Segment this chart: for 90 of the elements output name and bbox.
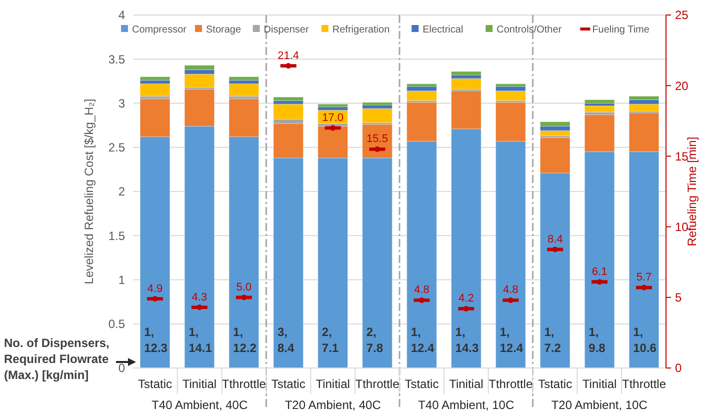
legend-label: Controls/Other [496, 24, 562, 36]
annotation: 1, 12.4 [410, 325, 435, 355]
y2-tick-label: 25 [675, 8, 689, 22]
x-tick-label: Tthrottle [355, 377, 400, 391]
y-tick-label: 4 [118, 8, 126, 22]
y-axis-title: Levelized Refueling Cost [$/kg_H₂] [82, 98, 96, 284]
data-label: 4.3 [192, 291, 208, 304]
point [641, 284, 647, 290]
x-tick-label: Tinitial [316, 377, 350, 391]
x-tick-label: Tstatic [138, 377, 172, 391]
point [508, 297, 514, 304]
bar [406, 84, 437, 87]
y-tick-label: 3.5 [108, 52, 126, 66]
legend-label: Compressor [132, 24, 188, 36]
data-label: 4.8 [414, 284, 430, 296]
y-tick-label: 2.5 [108, 140, 126, 155]
legend-label: Fueling Time [592, 24, 650, 36]
y2-tick-label: 0 [675, 361, 682, 376]
bar [495, 84, 526, 87]
bar [584, 99, 615, 104]
point [196, 304, 202, 310]
point [152, 296, 158, 302]
annotation: 1, 12.3 [144, 325, 168, 355]
y-tick-label: 1 [118, 272, 126, 287]
data-label: 4.8 [502, 284, 518, 296]
y-tick-label: 2 [118, 184, 126, 199]
y-tick-label: 0.5 [108, 317, 126, 332]
text: T40 Ambient, 10C [418, 398, 514, 412]
bar [628, 104, 660, 112]
x-tick-label: Tstatic [271, 377, 306, 391]
annotation: 1, 14.1 [188, 325, 212, 355]
annotation: 1, 12.2 [233, 325, 257, 355]
y2-tick-label: 15 [675, 149, 689, 164]
annotation: 1, 9.8 [588, 325, 606, 355]
text: T20 Ambient, 40C [284, 398, 382, 412]
data-label: 6.1 [592, 266, 608, 278]
y2-tick-label: 10 [675, 220, 689, 234]
x-tick-label: Tstatic [538, 377, 572, 391]
x-tick-label: Tinitial [582, 377, 617, 391]
data-label: 4.9 [147, 282, 163, 295]
point [286, 63, 292, 69]
x-tick-label: Tstatic [404, 377, 439, 391]
x-tick-label: Tthrottle [222, 377, 266, 391]
y-tick-label: 1.5 [108, 228, 126, 243]
point [596, 279, 602, 285]
y2-tick-label: 5 [675, 290, 682, 305]
bar [140, 84, 170, 96]
point [463, 306, 469, 312]
text: No. of Dispensers, Required Flowrate (Max.) [kg/min] [4, 336, 110, 382]
annotation: 3, 8.4 [277, 325, 294, 355]
annotation: 1, 12.4 [500, 325, 524, 355]
point [552, 246, 558, 252]
text: T20 Ambient, 10C [551, 398, 648, 412]
x-tick-label: Tthrottle [622, 377, 666, 391]
data-label: 17.0 [322, 112, 344, 124]
data-label: 5.0 [236, 281, 252, 294]
bar [228, 76, 260, 81]
legend-label: Storage [206, 24, 242, 36]
y-tick-label: 0 [118, 361, 126, 376]
bar [318, 104, 348, 108]
annotation: 1, 7.2 [544, 325, 562, 355]
y-tick-label: 3 [118, 96, 126, 110]
legend-label: Refrigeration [332, 24, 390, 36]
bar [362, 102, 392, 106]
x-tick-label: Tthrottle [488, 377, 533, 391]
bar [362, 108, 392, 123]
annotation: 1, 14.3 [455, 325, 479, 355]
data-label: 4.2 [458, 292, 474, 305]
point [241, 294, 247, 300]
bar [584, 106, 615, 112]
bar [184, 74, 215, 88]
legend-label: Dispenser [264, 24, 310, 36]
point [330, 125, 336, 131]
data-label: 5.7 [636, 272, 652, 284]
annotation: 1, 10.6 [633, 325, 657, 355]
data-label: 15.5 [366, 133, 388, 146]
point [418, 297, 425, 304]
data-label: 21.4 [278, 50, 300, 62]
data-label: 8.4 [547, 233, 563, 246]
bar [273, 96, 304, 101]
bar [140, 76, 170, 81]
x-tick-label: Tinitial [449, 377, 484, 391]
bar [228, 84, 260, 96]
x-tick-label: Tinitial [182, 377, 217, 391]
legend-label: Electrical [422, 24, 464, 36]
annotation: 2, 7.8 [366, 325, 384, 355]
annotation: 2, 7.1 [322, 325, 339, 355]
text: T40 Ambient, 40C [152, 398, 248, 412]
y2-tick-label: 20 [675, 78, 689, 93]
bar [451, 71, 482, 76]
